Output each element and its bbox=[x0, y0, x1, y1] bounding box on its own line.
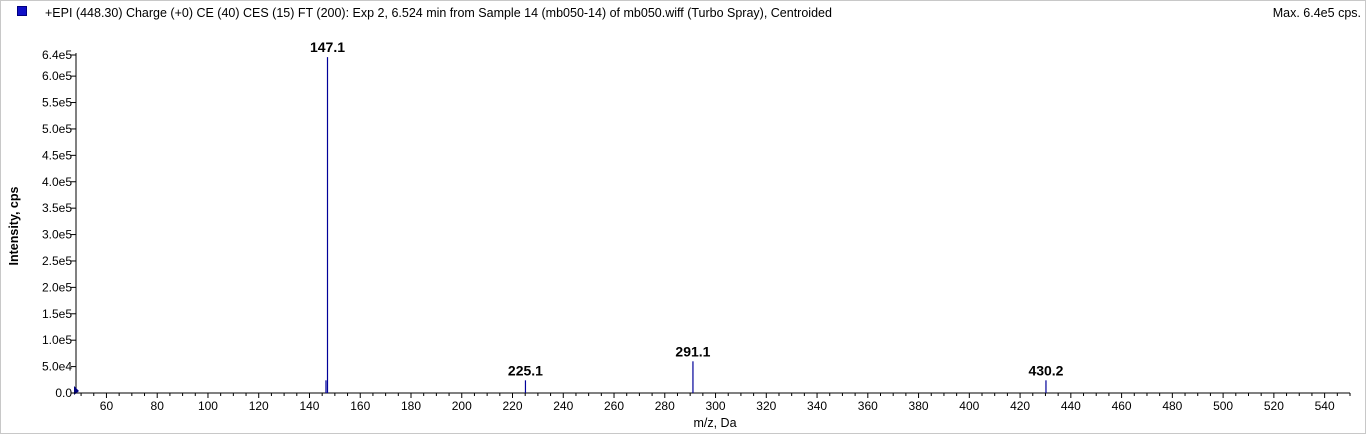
peak-label: 291.1 bbox=[675, 343, 710, 359]
y-tick-label: 4.0e5 bbox=[42, 175, 72, 189]
x-tick-label: 120 bbox=[249, 399, 269, 413]
x-tick-label: 220 bbox=[502, 399, 522, 413]
peak-labels: 147.1 225.1 291.1 430.2 bbox=[310, 39, 1064, 378]
x-tick-label: 340 bbox=[807, 399, 827, 413]
x-tick-label: 460 bbox=[1112, 399, 1132, 413]
x-tick-label: 60 bbox=[100, 399, 114, 413]
y-tick-label: 3.5e5 bbox=[42, 201, 72, 215]
x-tick-label: 320 bbox=[756, 399, 776, 413]
y-tick-label: 2.5e5 bbox=[42, 254, 72, 268]
x-tick-label: 80 bbox=[151, 399, 165, 413]
y-tick-label: 6.0e5 bbox=[42, 69, 72, 83]
x-tick-label: 540 bbox=[1315, 399, 1335, 413]
peak-label: 430.2 bbox=[1028, 362, 1063, 378]
y-tick-label: 5.0e5 bbox=[42, 122, 72, 136]
peak-label: 225.1 bbox=[508, 362, 543, 378]
x-tick-label: 500 bbox=[1213, 399, 1233, 413]
spectrum-peaks bbox=[325, 57, 1047, 393]
x-tick-label: 440 bbox=[1061, 399, 1081, 413]
x-tick-label: 420 bbox=[1010, 399, 1030, 413]
x-tick-label: 140 bbox=[299, 399, 319, 413]
x-tick-label: 200 bbox=[452, 399, 472, 413]
y-tick-label: 2.0e5 bbox=[42, 280, 72, 294]
y-tick-label: 5.5e5 bbox=[42, 96, 72, 110]
x-tick-label: 240 bbox=[553, 399, 573, 413]
max-intensity-label: Max. 6.4e5 cps. bbox=[1272, 6, 1361, 20]
y-tick-label: 4.5e5 bbox=[42, 148, 72, 162]
y-axis-ticks: 0.0 5.0e4 1.0e5 1.5e5 2.0e5 2.5e5 3.0e5 3.5e5 4.… bbox=[42, 48, 76, 400]
y-tick-label: 5.0e4 bbox=[42, 360, 72, 374]
y-tick-label: 0.0 bbox=[55, 386, 72, 400]
y-axis-label: Intensity, cps bbox=[7, 186, 21, 265]
peak-label: 147.1 bbox=[310, 39, 345, 55]
axes bbox=[74, 53, 1350, 395]
x-tick-label: 100 bbox=[198, 399, 218, 413]
x-tick-label: 480 bbox=[1162, 399, 1182, 413]
spectrum-title: +EPI (448.30) Charge (+0) CE (40) CES (1… bbox=[45, 6, 832, 20]
x-tick-label: 180 bbox=[401, 399, 421, 413]
x-tick-label: 300 bbox=[706, 399, 726, 413]
x-tick-label: 280 bbox=[655, 399, 675, 413]
x-tick-label: 520 bbox=[1264, 399, 1284, 413]
x-tick-label: 260 bbox=[604, 399, 624, 413]
x-tick-label: 360 bbox=[858, 399, 878, 413]
x-tick-label: 380 bbox=[909, 399, 929, 413]
x-axis-label: m/z, Da bbox=[693, 416, 736, 430]
y-tick-label: 1.5e5 bbox=[42, 307, 72, 321]
y-tick-label: 6.4e5 bbox=[42, 48, 72, 62]
x-tick-label: 160 bbox=[350, 399, 370, 413]
x-tick-label: 400 bbox=[959, 399, 979, 413]
x-axis-ticks: 60 80 100 120 140 160 180 200 220 240 260 280 300 320… bbox=[80, 393, 1351, 413]
series-color-swatch bbox=[17, 6, 27, 16]
y-tick-label: 1.0e5 bbox=[42, 333, 72, 347]
y-tick-label: 3.0e5 bbox=[42, 228, 72, 242]
